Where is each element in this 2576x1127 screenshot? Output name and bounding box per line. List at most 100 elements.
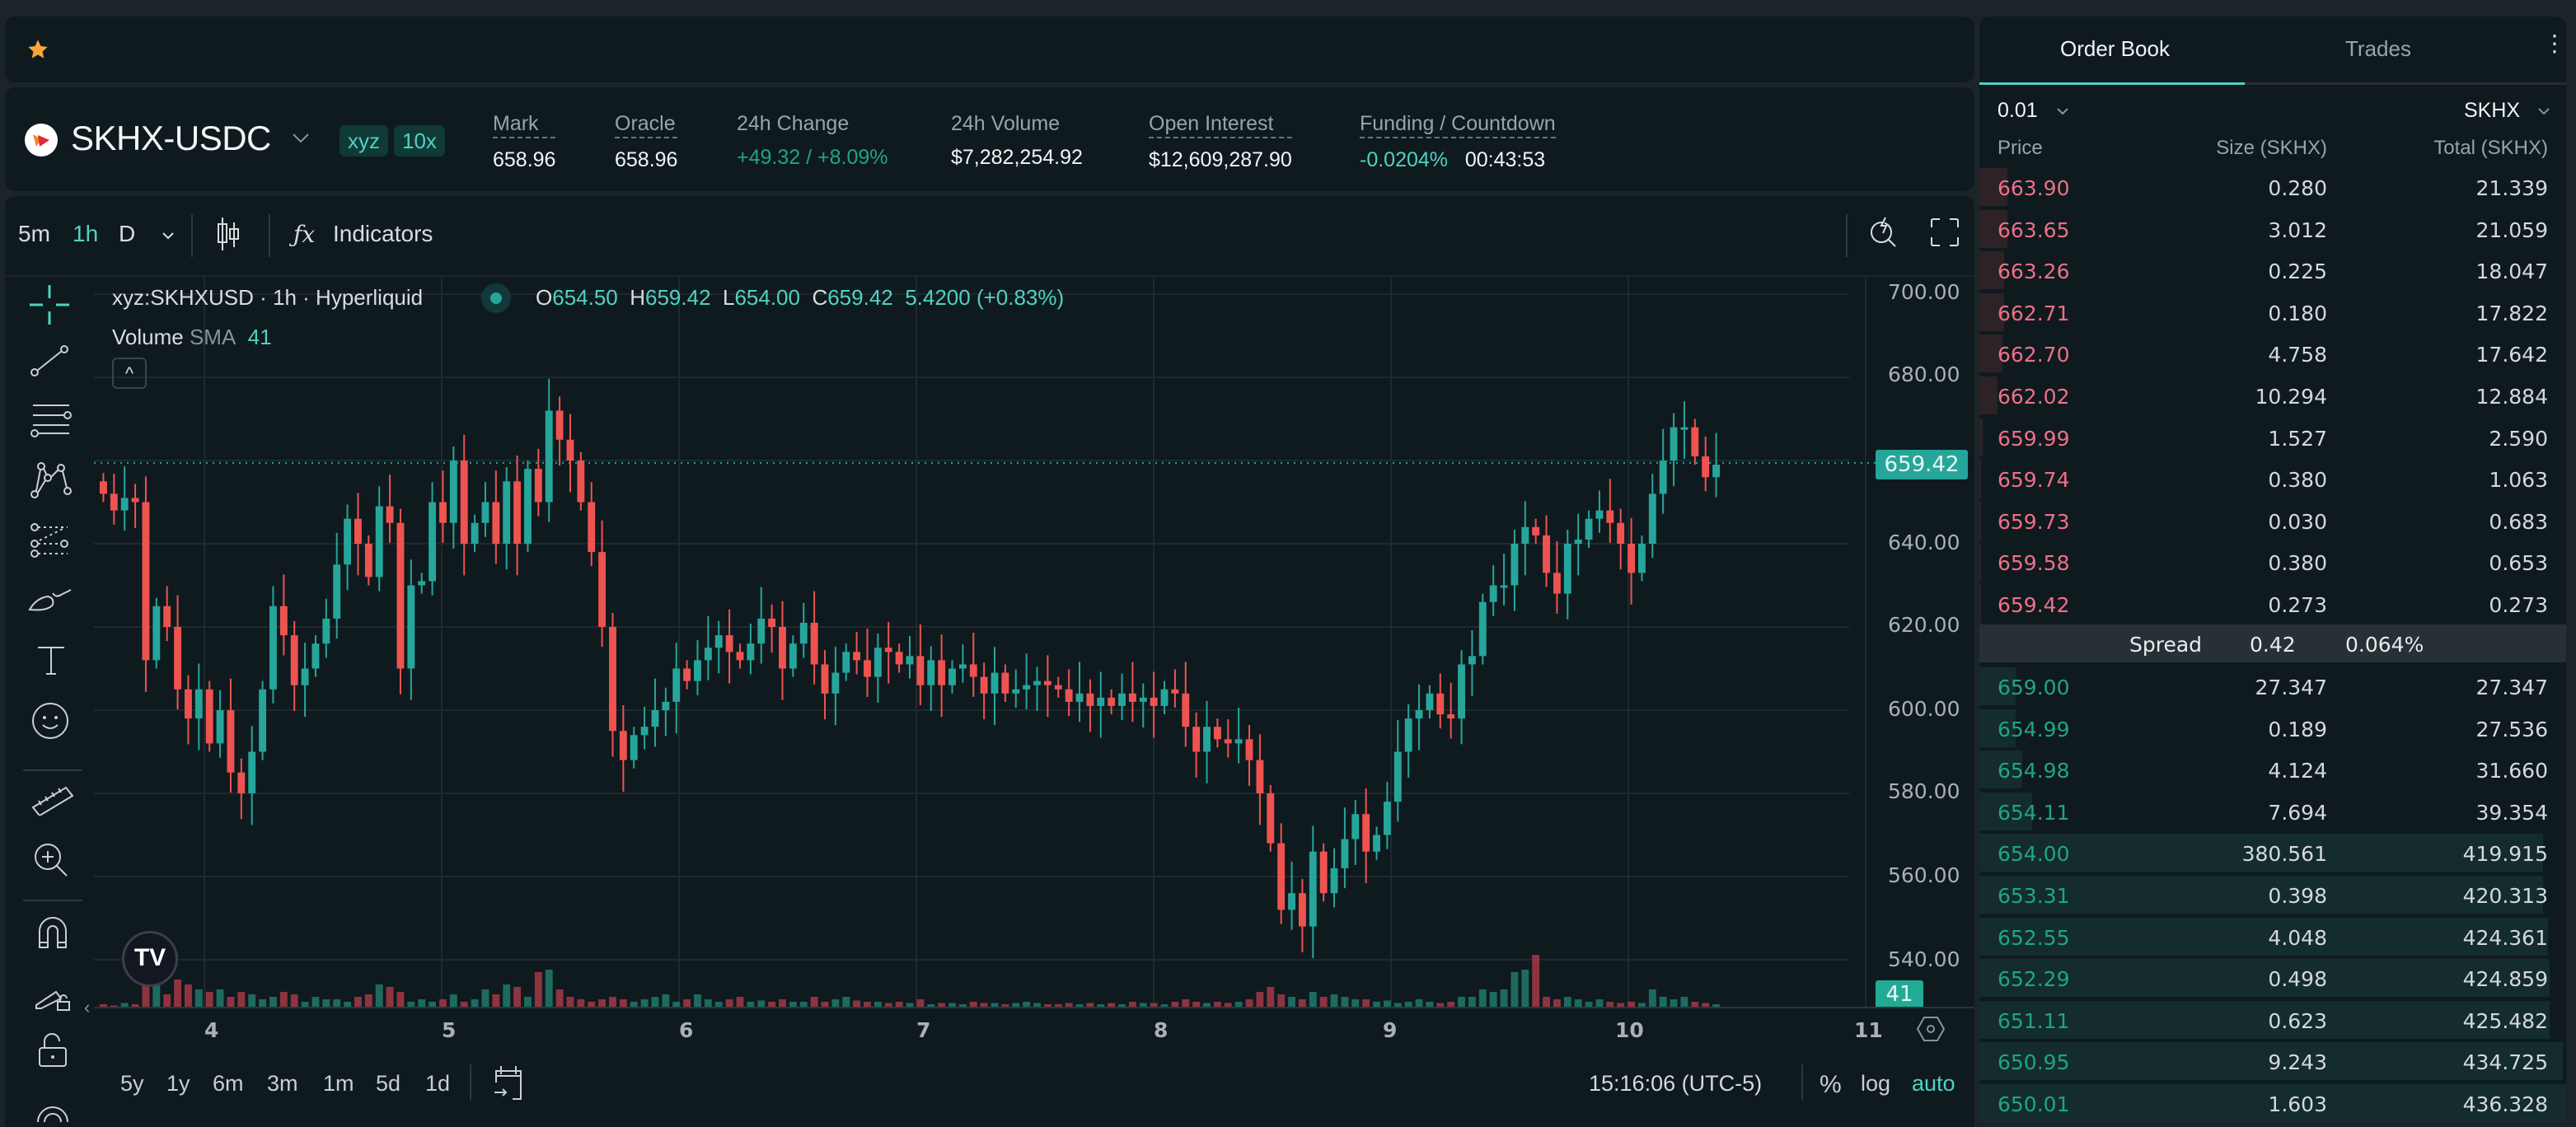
bid-row[interactable]: 650.95 9.243 434.725	[1979, 1040, 2566, 1082]
price: 650.95	[1998, 1050, 2070, 1075]
range-6m[interactable]: 6m	[213, 1071, 244, 1096]
range-5d[interactable]: 5d	[376, 1071, 401, 1096]
tab-order-book[interactable]: Order Book	[2060, 36, 2170, 61]
interval-5m[interactable]: 5m	[18, 221, 50, 246]
ask-row[interactable]: 659.74 0.380 1.063	[1979, 458, 2566, 499]
collapse-legend-button[interactable]: ^	[112, 358, 147, 389]
depth-bar	[1979, 418, 1983, 456]
price: 659.74	[1998, 468, 2070, 493]
total: 424.859	[2462, 967, 2548, 992]
clock[interactable]: 15:16:06 (UTC-5)	[1589, 1071, 1763, 1096]
range-1m[interactable]: 1m	[323, 1071, 354, 1096]
pattern-icon[interactable]	[28, 461, 74, 503]
y-tick: 680.00	[1888, 362, 1960, 386]
lock-drawings-icon[interactable]	[33, 974, 73, 1013]
bid-row[interactable]: 653.31 0.398 420.313	[1979, 874, 2566, 915]
interval-chevron-icon[interactable]	[160, 227, 176, 244]
chevron-down-icon[interactable]	[2055, 105, 2070, 117]
stat-oracle: Oracle 658.96	[615, 112, 678, 171]
more-options-icon[interactable]: ⋮	[2543, 30, 2566, 56]
range-1y[interactable]: 1y	[166, 1071, 190, 1096]
chevron-down-icon[interactable]	[2536, 105, 2551, 117]
volume-sma-tag: 41	[1876, 980, 1923, 1008]
ask-row[interactable]: 663.90 0.280 21.339	[1979, 166, 2566, 208]
chart-settings-icon[interactable]	[1917, 1015, 1945, 1043]
unlock-icon[interactable]	[38, 1031, 68, 1068]
bid-row[interactable]: 651.11 0.623 425.482	[1979, 999, 2566, 1040]
last-price-tag: 659.42	[1876, 450, 1968, 479]
brush-icon[interactable]	[28, 583, 74, 620]
ask-row[interactable]: 662.02 10.294 12.884	[1979, 375, 2566, 416]
depth-bar	[1979, 501, 1981, 540]
trend-line-icon[interactable]	[28, 343, 71, 379]
total: 419.915	[2462, 842, 2548, 867]
bid-row[interactable]: 654.00 380.561 419.915	[1979, 832, 2566, 873]
quick-search-icon[interactable]	[1867, 214, 1900, 250]
bid-row[interactable]: 654.98 4.124 31.660	[1979, 749, 2566, 790]
collapse-toolbar-arrow[interactable]: ‹	[84, 997, 91, 1017]
active-tab-indicator	[1979, 82, 2245, 85]
bid-row[interactable]: 659.00 27.347 27.347	[1979, 666, 2566, 707]
bid-row[interactable]: 650.01 1.603 436.328	[1979, 1083, 2566, 1124]
bid-row[interactable]: 652.29 0.498 424.859	[1979, 957, 2566, 998]
star-icon[interactable]	[26, 38, 49, 61]
y-tick: 560.00	[1888, 863, 1960, 887]
fib-lines-icon[interactable]	[28, 402, 74, 438]
log-toggle[interactable]: log	[1861, 1071, 1891, 1096]
goto-date-icon[interactable]	[493, 1064, 526, 1101]
ask-row[interactable]: 663.65 3.012 21.059	[1979, 208, 2566, 250]
spread-value: 0.42	[2250, 633, 2296, 657]
bid-row[interactable]: 652.55 4.048 424.361	[1979, 916, 2566, 957]
tab-track	[1979, 82, 2566, 85]
ask-row[interactable]: 662.70 4.758 17.642	[1979, 333, 2566, 374]
zoom-in-icon[interactable]	[33, 842, 71, 880]
total: 21.059	[2475, 217, 2548, 242]
pair-selector[interactable]: SKHX-USDC	[71, 119, 271, 157]
magnet-icon[interactable]	[36, 914, 69, 951]
price-chart[interactable]	[94, 275, 1956, 1033]
size: 7.694	[2268, 800, 2327, 825]
total: 31.660	[2475, 759, 2548, 783]
tab-trades[interactable]: Trades	[2345, 36, 2411, 61]
interval-d[interactable]: D	[119, 221, 136, 246]
ask-row[interactable]: 659.73 0.030 0.683	[1979, 500, 2566, 541]
ask-row[interactable]: 662.71 0.180 17.822	[1979, 292, 2566, 333]
fullscreen-icon[interactable]	[1930, 217, 1960, 247]
x-tick: 9	[1383, 1018, 1398, 1042]
chevron-down-icon[interactable]	[288, 125, 313, 150]
emoji-icon[interactable]	[30, 700, 71, 741]
price: 654.99	[1998, 717, 2070, 741]
auto-toggle[interactable]: auto	[1912, 1071, 1955, 1096]
tick-size-select[interactable]: 0.01	[1998, 99, 2038, 122]
ask-row[interactable]: 659.42 0.273 0.273	[1979, 583, 2566, 624]
interval-1h[interactable]: 1h	[73, 221, 99, 246]
range-3m[interactable]: 3m	[267, 1071, 298, 1096]
text-icon[interactable]	[33, 643, 69, 679]
tradingview-logo[interactable]: TV	[122, 931, 178, 987]
ruler-icon[interactable]	[30, 783, 76, 816]
size: 0.380	[2268, 468, 2327, 493]
indicators-button[interactable]: Indicators	[333, 221, 433, 246]
y-tick: 580.00	[1888, 779, 1960, 803]
price: 659.73	[1998, 509, 2070, 534]
total: 27.347	[2475, 676, 2548, 699]
ask-row[interactable]: 663.26 0.225 18.047	[1979, 250, 2566, 291]
forecast-icon[interactable]	[28, 522, 74, 562]
fx-icon[interactable]: ƒx	[293, 221, 316, 248]
size: 0.623	[2268, 1008, 2327, 1033]
visibility-icon[interactable]	[36, 1099, 69, 1124]
size: 0.273	[2268, 593, 2327, 617]
percent-toggle[interactable]: %	[1820, 1071, 1842, 1098]
ask-row[interactable]: 659.58 0.380 0.653	[1979, 541, 2566, 582]
crosshair-icon[interactable]	[28, 283, 71, 326]
range-5y[interactable]: 5y	[120, 1071, 144, 1096]
depth-bar	[1979, 667, 2016, 705]
bid-row[interactable]: 654.99 0.189 27.536	[1979, 708, 2566, 749]
ask-row[interactable]: 659.99 1.527 2.590	[1979, 417, 2566, 458]
candle-type-icon[interactable]	[214, 216, 242, 252]
leverage-badge[interactable]: 10x	[394, 125, 445, 157]
unit-select[interactable]: SKHX	[2464, 99, 2521, 122]
bid-row[interactable]: 654.11 7.694 39.354	[1979, 791, 2566, 832]
total: 0.683	[2489, 509, 2548, 534]
range-1d[interactable]: 1d	[425, 1071, 451, 1096]
